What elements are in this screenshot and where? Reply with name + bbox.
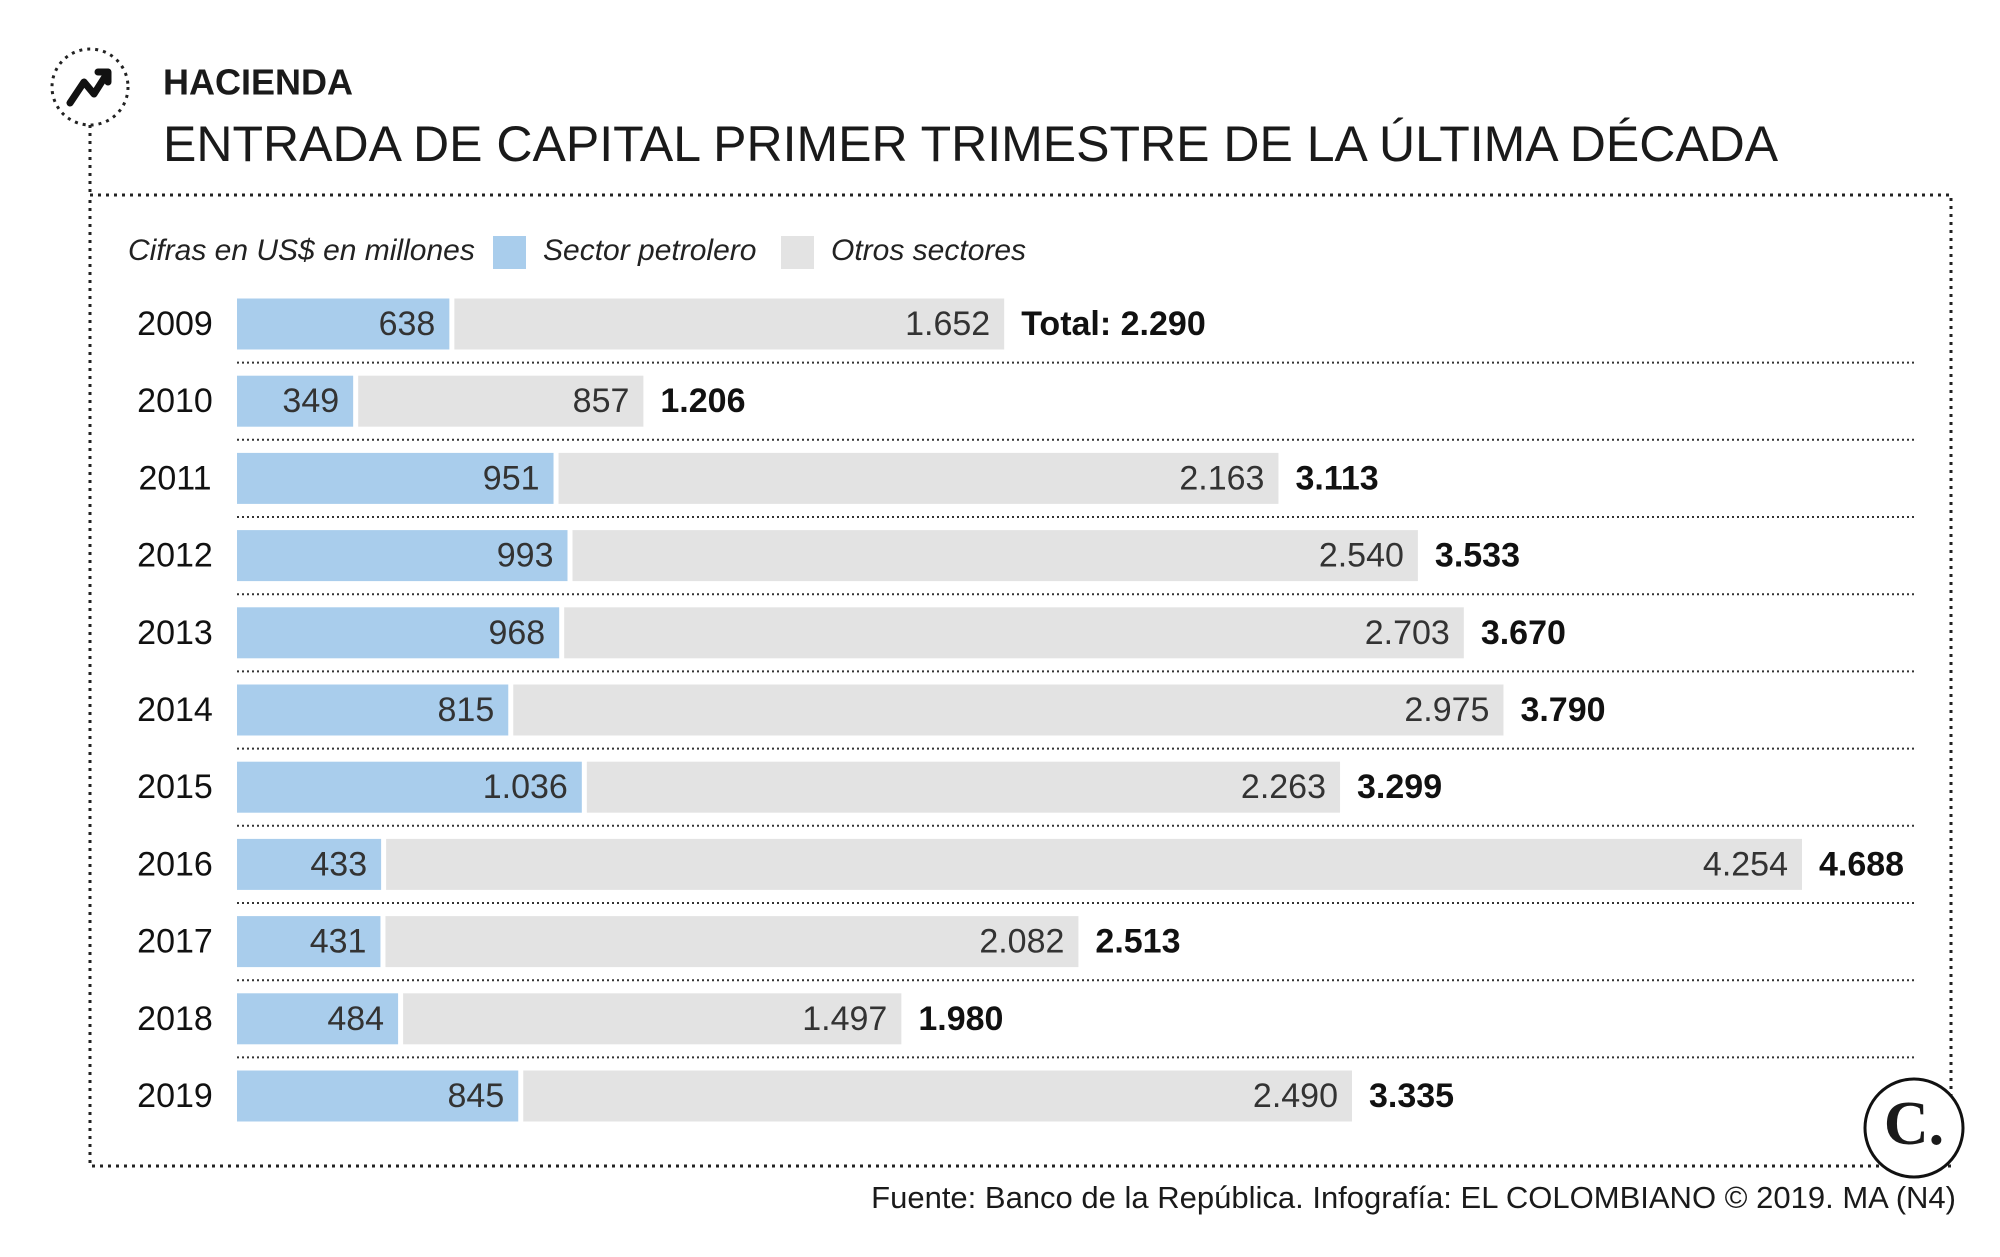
value-label: 993 [497, 537, 554, 575]
year-label: 2014 [137, 691, 213, 729]
bar-segment [237, 530, 568, 582]
year-label: 2019 [137, 1077, 213, 1115]
bar-segment [385, 916, 1079, 968]
value-label: 431 [310, 923, 367, 961]
year-label: 2017 [137, 923, 213, 961]
value-label: 2.490 [1253, 1077, 1338, 1115]
bar-segment [386, 838, 1802, 890]
bar-segment [237, 298, 450, 350]
bar-segment [523, 1070, 1353, 1122]
source: Fuente: Banco de la República. Infografí… [871, 1180, 1956, 1215]
year-label: 2012 [137, 537, 213, 575]
total-label: 3.299 [1357, 768, 1442, 806]
total-label: 3.335 [1369, 1077, 1454, 1115]
value-label: 2.263 [1241, 768, 1326, 806]
year-label: 2018 [137, 1000, 213, 1038]
kicker: HACIENDA [163, 62, 353, 103]
bar-segment [237, 1070, 519, 1122]
plot: Sector petrolero Otros sectores 2009 638 1.6… [137, 234, 1916, 1122]
value-label: 951 [483, 459, 540, 497]
value-label: 1.036 [483, 768, 568, 806]
legend-label: Sector petrolero [543, 234, 756, 267]
logo: C. [1884, 1090, 1944, 1158]
bar-segment [564, 607, 1464, 659]
legend-swatch [493, 236, 526, 269]
bar-segment [237, 916, 381, 968]
legend-label: Otros sectores [831, 234, 1026, 267]
year-label: 2015 [137, 768, 213, 806]
chart-title: ENTRADA DE CAPITAL PRIMER TRIMESTRE DE L… [163, 116, 1779, 172]
bar-segment [237, 838, 382, 890]
bar-segment [513, 684, 1504, 736]
frame [88, 193, 1953, 1168]
year-label: 2009 [137, 305, 213, 343]
value-label: 638 [379, 305, 436, 343]
bar-segment [237, 607, 560, 659]
value-label: 1.497 [802, 1000, 887, 1038]
bar-segment [558, 452, 1279, 504]
unit-note: Cifras en US$ en millones [128, 234, 475, 267]
icon-ring [50, 47, 130, 127]
year-label: 2011 [138, 459, 211, 497]
bar-segment [237, 761, 582, 813]
value-label: 815 [438, 691, 495, 729]
total-label: 1.206 [660, 382, 745, 420]
value-label: 4.254 [1703, 845, 1788, 883]
value-label: 2.163 [1179, 459, 1264, 497]
total-label: 3.113 [1295, 459, 1378, 497]
total-label: 3.533 [1435, 537, 1520, 575]
total-label: 4.688 [1819, 845, 1904, 883]
value-label: 2.703 [1365, 614, 1450, 652]
value-label: 968 [488, 614, 545, 652]
total-label: 3.670 [1481, 614, 1566, 652]
value-label: 484 [327, 1000, 384, 1038]
legend-swatch [781, 236, 814, 269]
year-label: 2010 [137, 382, 213, 420]
total-label: 3.790 [1520, 691, 1605, 729]
value-label: 433 [310, 845, 367, 883]
logo-ring [1863, 1077, 1965, 1179]
total-label: 1.980 [918, 1000, 1003, 1038]
total-label: Total: 2.290 [1021, 305, 1206, 343]
icon-arrow [66, 68, 112, 107]
bar-segment [586, 761, 1341, 813]
year-label: 2013 [137, 614, 213, 652]
year-label: 2016 [137, 845, 213, 883]
value-label: 349 [282, 382, 339, 420]
bar-segment [237, 375, 354, 427]
bar-segment [358, 375, 644, 427]
bar-segment [237, 993, 399, 1045]
value-label: 2.540 [1319, 537, 1404, 575]
total-label: 2.513 [1095, 923, 1180, 961]
bar-segment [454, 298, 1005, 350]
bar-segment [403, 993, 902, 1045]
value-label: 2.975 [1404, 691, 1489, 729]
bar-segment [237, 452, 554, 504]
value-label: 2.082 [979, 923, 1064, 961]
value-label: 845 [448, 1077, 505, 1115]
value-label: 1.652 [905, 305, 990, 343]
bar-segment [572, 530, 1418, 582]
bar-segment [237, 684, 509, 736]
value-label: 857 [573, 382, 630, 420]
